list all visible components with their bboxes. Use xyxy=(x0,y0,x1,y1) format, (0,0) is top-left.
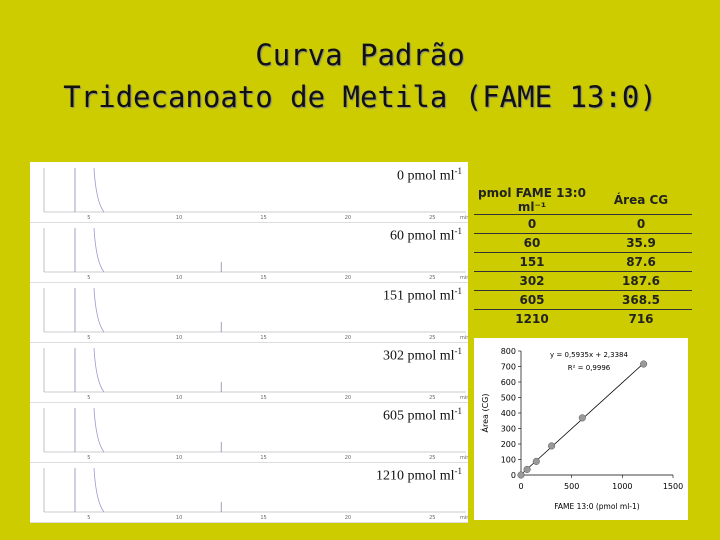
svg-text:min: min xyxy=(460,395,468,401)
x-tick: 25 xyxy=(429,275,435,281)
x-tick: 10 xyxy=(176,335,182,341)
y-tick-label: 400 xyxy=(501,409,516,418)
x-tick: 10 xyxy=(176,275,182,281)
table-header: pmol FAME 13:0 ml⁻¹ Área CG xyxy=(474,186,692,215)
chromatogram-panel: 5 10 15 20 25 min 605 pmol ml-1 xyxy=(30,402,468,463)
x-tick-label: 1000 xyxy=(612,482,632,491)
concentration-label: 151 pmol ml-1 xyxy=(382,286,462,304)
x-tick: 25 xyxy=(429,215,435,221)
y-tick-label: 600 xyxy=(501,378,516,387)
header-area: Área CG xyxy=(590,186,692,215)
concentration-label: 60 pmol ml-1 xyxy=(389,226,462,244)
x-tick: 15 xyxy=(260,215,266,221)
x-tick: 25 xyxy=(429,395,435,401)
equation-label: y = 0,5935x + 2,3384 xyxy=(550,351,628,359)
cell: 302 xyxy=(474,271,590,291)
x-tick: 15 xyxy=(260,335,266,341)
x-tick: 10 xyxy=(176,515,182,521)
y-tick-label: 300 xyxy=(501,425,516,434)
x-tick-label: 1500 xyxy=(663,482,683,491)
cell: 187.6 xyxy=(590,271,692,291)
cell: 0 xyxy=(590,214,692,234)
concentration-label: 0 pmol ml-1 xyxy=(396,166,462,184)
table-row: 151 87.6 xyxy=(474,252,692,272)
cell: 716 xyxy=(628,312,654,326)
table-row: 60 35.9 xyxy=(474,233,692,253)
x-tick: 25 xyxy=(429,455,435,461)
svg-text:min: min xyxy=(460,275,468,281)
x-tick: 15 xyxy=(260,515,266,521)
table-row: 302 187.6 xyxy=(474,271,692,291)
svg-text:min: min xyxy=(460,455,468,461)
chromatogram-panel: 5 10 15 20 25 min 151 pmol ml-1 xyxy=(30,282,468,343)
x-tick: 5 xyxy=(87,455,90,461)
x-axis-label: FAME 13:0 (pmol ml-1) xyxy=(554,502,639,511)
slide-title-line1: Curva Padrão xyxy=(255,38,465,72)
r2-label: R² = 0,9996 xyxy=(568,364,611,372)
cell: 151 xyxy=(474,252,590,272)
x-tick: 20 xyxy=(345,215,351,221)
svg-text:min: min xyxy=(460,335,468,341)
data-point xyxy=(548,442,556,450)
svg-text:min: min xyxy=(460,215,468,221)
x-tick: 25 xyxy=(429,335,435,341)
chromatogram-panel: 5 10 15 20 25 min 302 pmol ml-1 xyxy=(30,342,468,403)
x-tick: 10 xyxy=(176,455,182,461)
chromatogram-panel: 5 10 15 20 25 min 1210 pmol ml-1 xyxy=(30,462,468,523)
x-tick: 20 xyxy=(345,275,351,281)
concentration-label: 605 pmol ml-1 xyxy=(382,406,462,424)
chromatogram-stack: 5 10 15 20 25 min 0 pmol ml-1 5 10 15 20 25 min 60 pm… xyxy=(30,162,468,523)
x-tick: 15 xyxy=(260,395,266,401)
x-tick: 5 xyxy=(87,275,90,281)
cell: 87.6 xyxy=(590,252,692,272)
cell: 1210 xyxy=(515,312,549,326)
cell: 35.9 xyxy=(590,233,692,253)
x-tick: 5 xyxy=(87,515,90,521)
y-tick-label: 700 xyxy=(501,363,516,372)
cell: 60 xyxy=(474,233,590,253)
data-point xyxy=(578,414,586,422)
cell: 0 xyxy=(474,214,590,234)
x-tick: 20 xyxy=(345,395,351,401)
x-tick: 10 xyxy=(176,395,182,401)
slide-title-line2: Tridecanoato de Metila (FAME 13:0) xyxy=(63,80,657,114)
x-tick: 25 xyxy=(429,515,435,521)
x-tick: 10 xyxy=(176,215,182,221)
y-tick-label: 800 xyxy=(501,347,516,356)
y-tick-label: 100 xyxy=(501,456,516,465)
table-row: 1210 716 xyxy=(474,310,692,329)
x-tick: 15 xyxy=(260,455,266,461)
calibration-chart: 0 100 200 300 400 500 600 700 800 0 500 1000 1500 y =… xyxy=(474,338,688,520)
cell: 368.5 xyxy=(590,290,692,310)
concentration-label: 1210 pmol ml-1 xyxy=(375,466,462,484)
y-tick-label: 500 xyxy=(501,394,516,403)
y-tick-label: 200 xyxy=(501,440,516,449)
header-conc: pmol FAME 13:0 ml⁻¹ xyxy=(474,186,590,215)
x-tick: 15 xyxy=(260,275,266,281)
data-point xyxy=(517,471,525,479)
x-tick: 5 xyxy=(87,395,90,401)
table-row: 605 368.5 xyxy=(474,290,692,310)
data-point xyxy=(523,465,531,473)
y-axis-label: Área (CG) xyxy=(479,394,490,433)
x-tick: 20 xyxy=(345,335,351,341)
x-tick-label: 0 xyxy=(518,482,523,491)
x-tick: 5 xyxy=(87,215,90,221)
data-point xyxy=(640,360,648,368)
data-point xyxy=(532,457,540,465)
svg-text:min: min xyxy=(460,515,468,521)
chromatogram-panel: 5 10 15 20 25 min 0 pmol ml-1 xyxy=(30,162,468,223)
x-tick-label: 500 xyxy=(564,482,579,491)
cell: 605 xyxy=(474,290,590,310)
x-tick: 20 xyxy=(345,455,351,461)
x-tick: 5 xyxy=(87,335,90,341)
concentration-label: 302 pmol ml-1 xyxy=(382,346,462,364)
x-tick: 20 xyxy=(345,515,351,521)
chromatogram-panel: 5 10 15 20 25 min 60 pmol ml-1 xyxy=(30,222,468,283)
y-tick-label: 0 xyxy=(511,471,516,480)
